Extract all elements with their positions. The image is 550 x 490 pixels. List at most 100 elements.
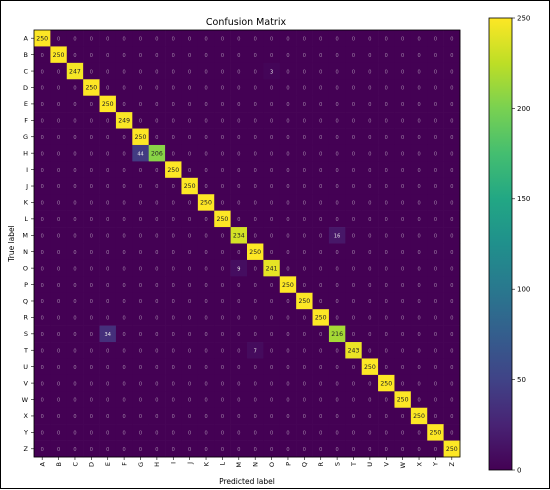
heatmap-cell: [378, 424, 395, 441]
y-tick-label: I: [26, 166, 28, 174]
cell-value-label: 0: [368, 398, 371, 404]
cell-value-label: 0: [417, 233, 420, 239]
heatmap-cell: [181, 325, 199, 343]
heatmap-cell: [361, 177, 379, 195]
cell-value-label: 0: [139, 168, 142, 174]
cell-value-label: 0: [106, 266, 109, 272]
cell-value-label: 0: [352, 233, 355, 239]
cell-value-label: 0: [237, 381, 240, 387]
cell-value-label: 0: [270, 217, 273, 223]
cell-value-label: 206: [151, 150, 163, 157]
cell-value-label: 0: [204, 168, 207, 174]
cell-value-label: 0: [221, 119, 224, 125]
heatmap-cell: [115, 292, 133, 310]
cell-value-label: 0: [172, 69, 175, 75]
heatmap-cell: [34, 374, 51, 392]
heatmap-cell: [443, 374, 461, 392]
heatmap-cell: [443, 194, 461, 211]
heatmap-cell: [230, 424, 248, 441]
cell-value-label: 0: [172, 348, 175, 354]
heatmap-cell: [99, 144, 117, 162]
cell-value-label: 0: [139, 184, 142, 190]
cell-value-label: 243: [348, 347, 360, 354]
cell-value-label: 0: [204, 332, 207, 338]
heatmap-cell: [66, 243, 84, 261]
cell-value-label: 0: [204, 266, 207, 272]
cell-value-label: 0: [221, 184, 224, 190]
cell-value-label: 0: [57, 69, 60, 75]
heatmap-cell: [214, 95, 231, 113]
cell-value-label: 0: [401, 184, 404, 190]
cell-value-label: 0: [204, 365, 207, 371]
cell-value-label: 0: [106, 250, 109, 256]
cell-value-label: 0: [172, 102, 175, 108]
y-tick-label: M: [22, 232, 28, 240]
cell-value-label: 0: [139, 69, 142, 75]
cell-value-label: 0: [204, 316, 207, 322]
cell-value-label: 0: [123, 201, 126, 207]
heatmap-cell: [115, 259, 133, 277]
cell-value-label: 0: [204, 86, 207, 92]
heatmap-cell: [427, 407, 444, 425]
cell-value-label: 0: [106, 299, 109, 305]
heatmap-cell: [345, 112, 362, 129]
x-tick-label: L: [219, 462, 227, 466]
cell-value-label: 0: [237, 316, 240, 322]
heatmap-cell: [247, 424, 264, 441]
heatmap-cell: [165, 161, 182, 179]
cell-value-label: 0: [188, 316, 191, 322]
cell-value-label: 0: [303, 86, 306, 92]
cell-value-label: 0: [336, 365, 339, 371]
heatmap-cell: [410, 391, 428, 409]
cell-value-label: 0: [221, 135, 224, 141]
cell-value-label: 0: [385, 283, 388, 289]
x-axis-label: Predicted label: [219, 477, 275, 486]
cell-value-label: 0: [237, 332, 240, 338]
heatmap-cell: [214, 144, 231, 162]
heatmap-cell: [312, 95, 330, 113]
cell-value-label: 0: [270, 184, 273, 190]
heatmap-cell: [83, 391, 100, 409]
heatmap-cell: [394, 210, 412, 228]
cell-value-label: 0: [172, 151, 175, 157]
heatmap-cell: [99, 358, 117, 376]
heatmap-cell: [427, 62, 444, 80]
heatmap-cell: [83, 243, 100, 261]
cell-value-label: 0: [90, 151, 93, 157]
heatmap-cell: [34, 79, 51, 96]
cell-value-label: 0: [172, 299, 175, 305]
heatmap-cell: [410, 243, 428, 261]
cell-value-label: 0: [254, 135, 257, 141]
cell-value-label: 0: [41, 431, 44, 437]
cell-value-label: 0: [286, 168, 289, 174]
cell-value-label: 0: [155, 414, 158, 420]
cell-value-label: 0: [41, 102, 44, 108]
cell-value-label: 0: [237, 184, 240, 190]
heatmap-cell: [394, 62, 412, 80]
heatmap-cell: [50, 227, 68, 244]
heatmap-cell: [443, 342, 461, 359]
cell-value-label: 0: [270, 102, 273, 108]
cell-value-label: 0: [90, 201, 93, 207]
cell-value-label: 0: [57, 381, 60, 387]
cell-value-label: 0: [352, 135, 355, 141]
heatmap-cell: [165, 391, 182, 409]
cell-value-label: 0: [188, 332, 191, 338]
cell-value-label: 0: [385, 102, 388, 108]
cell-value-label: 0: [188, 250, 191, 256]
cell-value-label: 0: [57, 414, 60, 420]
cell-value-label: 0: [188, 431, 191, 437]
cell-value-label: 0: [368, 431, 371, 437]
heatmap-cell: [197, 440, 215, 458]
cell-value-label: 0: [188, 53, 191, 59]
heatmap-cell: [361, 292, 379, 310]
heatmap-cell: [115, 161, 133, 179]
heatmap-cell: [296, 46, 313, 64]
heatmap-cell: [312, 374, 330, 392]
cell-value-label: 0: [336, 151, 339, 157]
cell-value-label: 0: [368, 233, 371, 239]
cell-value-label: 0: [417, 168, 420, 174]
cell-value-label: 0: [57, 398, 60, 404]
heatmap-cell: [279, 95, 297, 113]
heatmap-cell: [148, 309, 166, 326]
